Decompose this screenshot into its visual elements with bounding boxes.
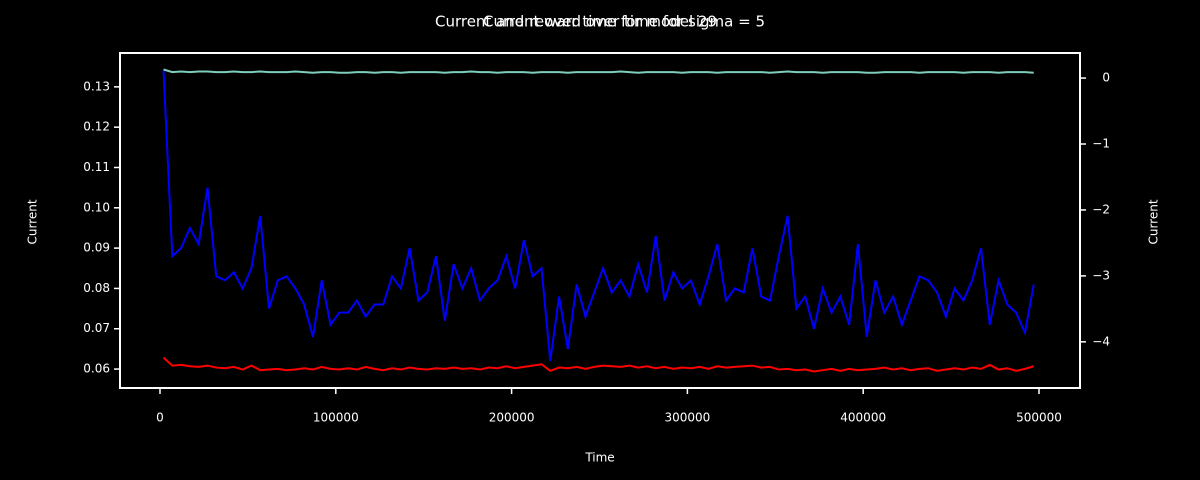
- data-line: [162, 70, 1035, 362]
- data-line: [163, 68, 1034, 74]
- plot-frame: [119, 52, 1081, 389]
- y2-tick-label: −4: [1092, 334, 1110, 348]
- x-axis-label: Time: [584, 451, 614, 465]
- y2-axis-label: Current: [1147, 199, 1161, 244]
- y-tick-label: 0.12: [83, 120, 110, 134]
- x-tick-label: 0: [156, 411, 164, 425]
- y2-tick-label: −1: [1092, 137, 1110, 151]
- y-axis-label: Current: [26, 199, 40, 244]
- x-tick-label: 100000: [313, 411, 359, 425]
- data-line: [162, 356, 1035, 373]
- x-tick-label: 400000: [840, 411, 886, 425]
- x-tick-label: 300000: [664, 411, 710, 425]
- y-tick-label: 0.07: [83, 321, 110, 335]
- x-tick-label: 200000: [489, 411, 535, 425]
- y2-tick-label: −2: [1092, 202, 1110, 216]
- y-tick-label: 0.06: [83, 362, 110, 376]
- y-tick-label: 0.13: [83, 79, 110, 93]
- y-tick-label: 0.09: [83, 241, 110, 255]
- y2-tick-label: −3: [1092, 268, 1110, 282]
- chart-title: Current and reward over time for sigma =…: [435, 13, 765, 31]
- y2-tick-label: 0: [1102, 71, 1110, 85]
- y-tick-label: 0.08: [83, 281, 110, 295]
- chart-title: Current over time for model 29: [483, 13, 717, 31]
- y-tick-label: 0.11: [83, 160, 110, 174]
- y-tick-label: 0.10: [83, 200, 110, 214]
- x-tick-label: 500000: [1016, 411, 1062, 425]
